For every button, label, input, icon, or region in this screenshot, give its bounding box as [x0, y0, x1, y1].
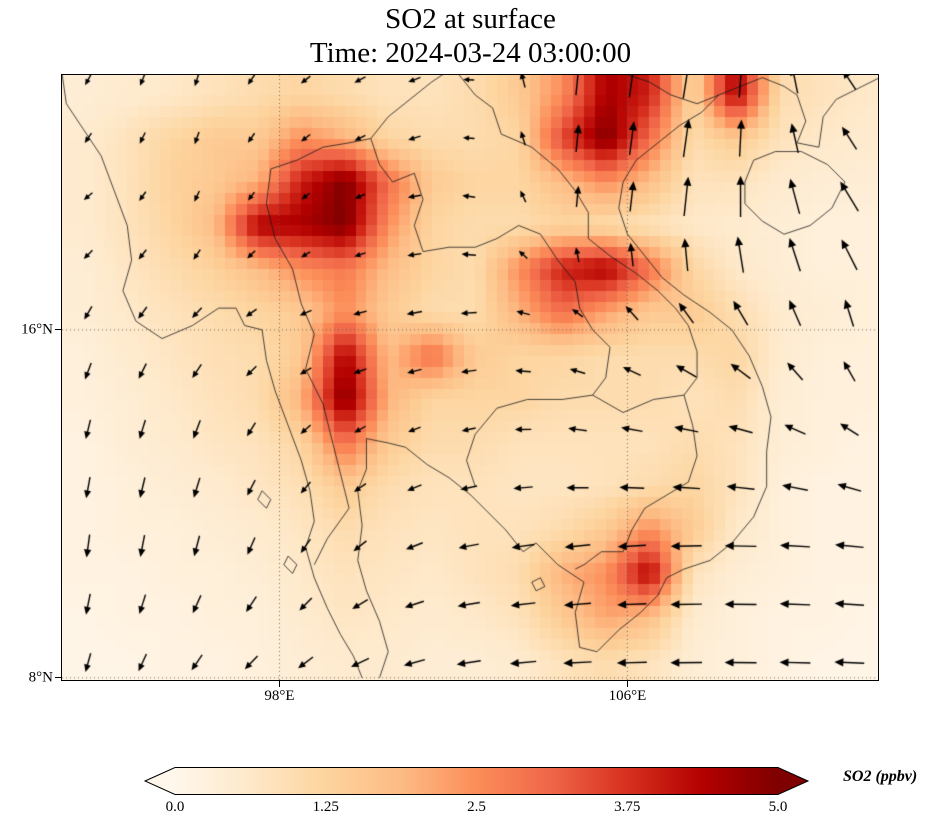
chart-title: SO2 at surface: [385, 3, 556, 35]
colorbar-unit-label: SO2 (ppbv): [843, 768, 918, 785]
x-axis-tick-mark: [626, 681, 628, 687]
y-tick-label-16n: 16°N: [21, 321, 53, 338]
colorbar-tick-1: 1.25: [312, 799, 339, 815]
x-tick-label-98e: 98°E: [264, 688, 295, 704]
x-axis-tick-mark: [278, 681, 280, 687]
y-tick-label-8n: 8°N: [28, 669, 53, 686]
colorbar-tick-0: 0.0: [165, 799, 185, 815]
map-plot-frame: [61, 74, 879, 681]
colorbar: 0.0 1.25 2.5 3.75 5.0 SO2 (ppbv): [143, 766, 949, 830]
colorbar-tick-2: 2.5: [467, 799, 486, 815]
x-tick-label-106e: 106°E: [608, 688, 647, 704]
colorbar-gradient: [143, 767, 810, 795]
y-axis-tick-mark: [55, 677, 61, 679]
colorbar-tick-3: 3.75: [614, 799, 641, 815]
y-axis-tick-mark: [55, 329, 61, 331]
map-canvas: [62, 75, 878, 680]
chart-subtitle: Time: 2024-03-24 03:00:00: [309, 37, 632, 69]
colorbar-tick-4: 5.0: [768, 799, 788, 815]
